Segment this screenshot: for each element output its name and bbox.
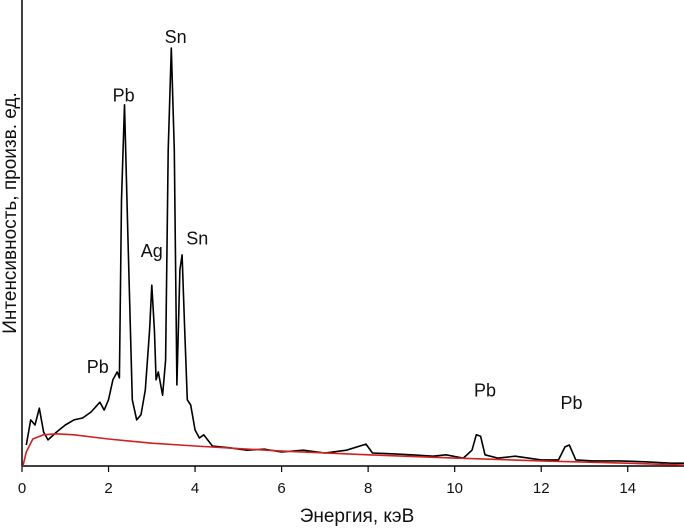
spectrum-line: [25, 47, 684, 464]
x-tick-label: 10: [446, 480, 463, 497]
peak-label: Sn: [186, 229, 208, 249]
x-axis-label: Энергия, кэВ: [300, 506, 415, 527]
y-axis-label: Интенсивность, произв. ед.: [0, 92, 21, 334]
peak-label: Sn: [165, 27, 187, 47]
spectrum-line: [22, 433, 684, 467]
x-tick-label: 2: [104, 480, 112, 497]
x-tick-label: 6: [277, 480, 285, 497]
x-tick-label: 8: [364, 480, 372, 497]
peak-label: Pb: [113, 86, 135, 106]
x-tick-label: 4: [191, 480, 199, 497]
x-tick-label: 12: [533, 480, 550, 497]
x-tick-label: 14: [619, 480, 636, 497]
peak-label: Pb: [474, 381, 496, 401]
peak-label: Ag: [141, 241, 163, 261]
peak-label: Pb: [87, 357, 109, 377]
peak-label: Pb: [560, 393, 582, 413]
x-tick-label: 0: [18, 480, 26, 497]
